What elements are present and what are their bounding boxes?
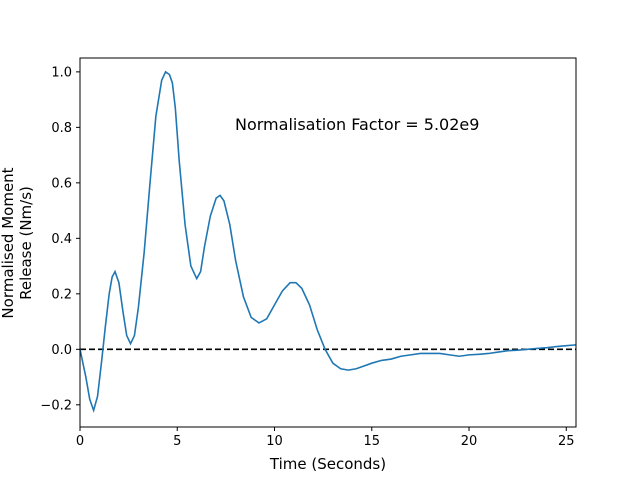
x-tick-label: 5 xyxy=(173,434,181,449)
moment-release-line xyxy=(79,70,577,414)
y-tick-label: 0.4 xyxy=(51,232,72,247)
plot-area xyxy=(80,58,576,427)
x-tick-label: 0 xyxy=(76,434,84,449)
x-tick-label: 15 xyxy=(363,434,380,449)
x-axis-label: Time (Seconds) xyxy=(269,455,386,473)
plot-frame xyxy=(79,57,577,428)
x-tick-label: 20 xyxy=(461,434,478,449)
y-axis-label-line-1: Normalised Moment xyxy=(0,167,17,318)
y-axis-label-line-2: Release (Nm/s) xyxy=(17,186,35,300)
annotation-text: Normalisation Factor = 5.02e9 xyxy=(235,115,479,134)
y-tick-label: −0.2 xyxy=(40,398,72,413)
y-tick-label: 0.6 xyxy=(51,176,72,191)
x-tick-label: 25 xyxy=(558,434,575,449)
y-tick-label: 0.0 xyxy=(51,343,72,358)
y-tick-label: 0.2 xyxy=(51,287,72,302)
y-tick-label: 1.0 xyxy=(51,65,72,80)
x-tick-label: 10 xyxy=(266,434,283,449)
y-tick-label: 0.8 xyxy=(51,121,72,136)
